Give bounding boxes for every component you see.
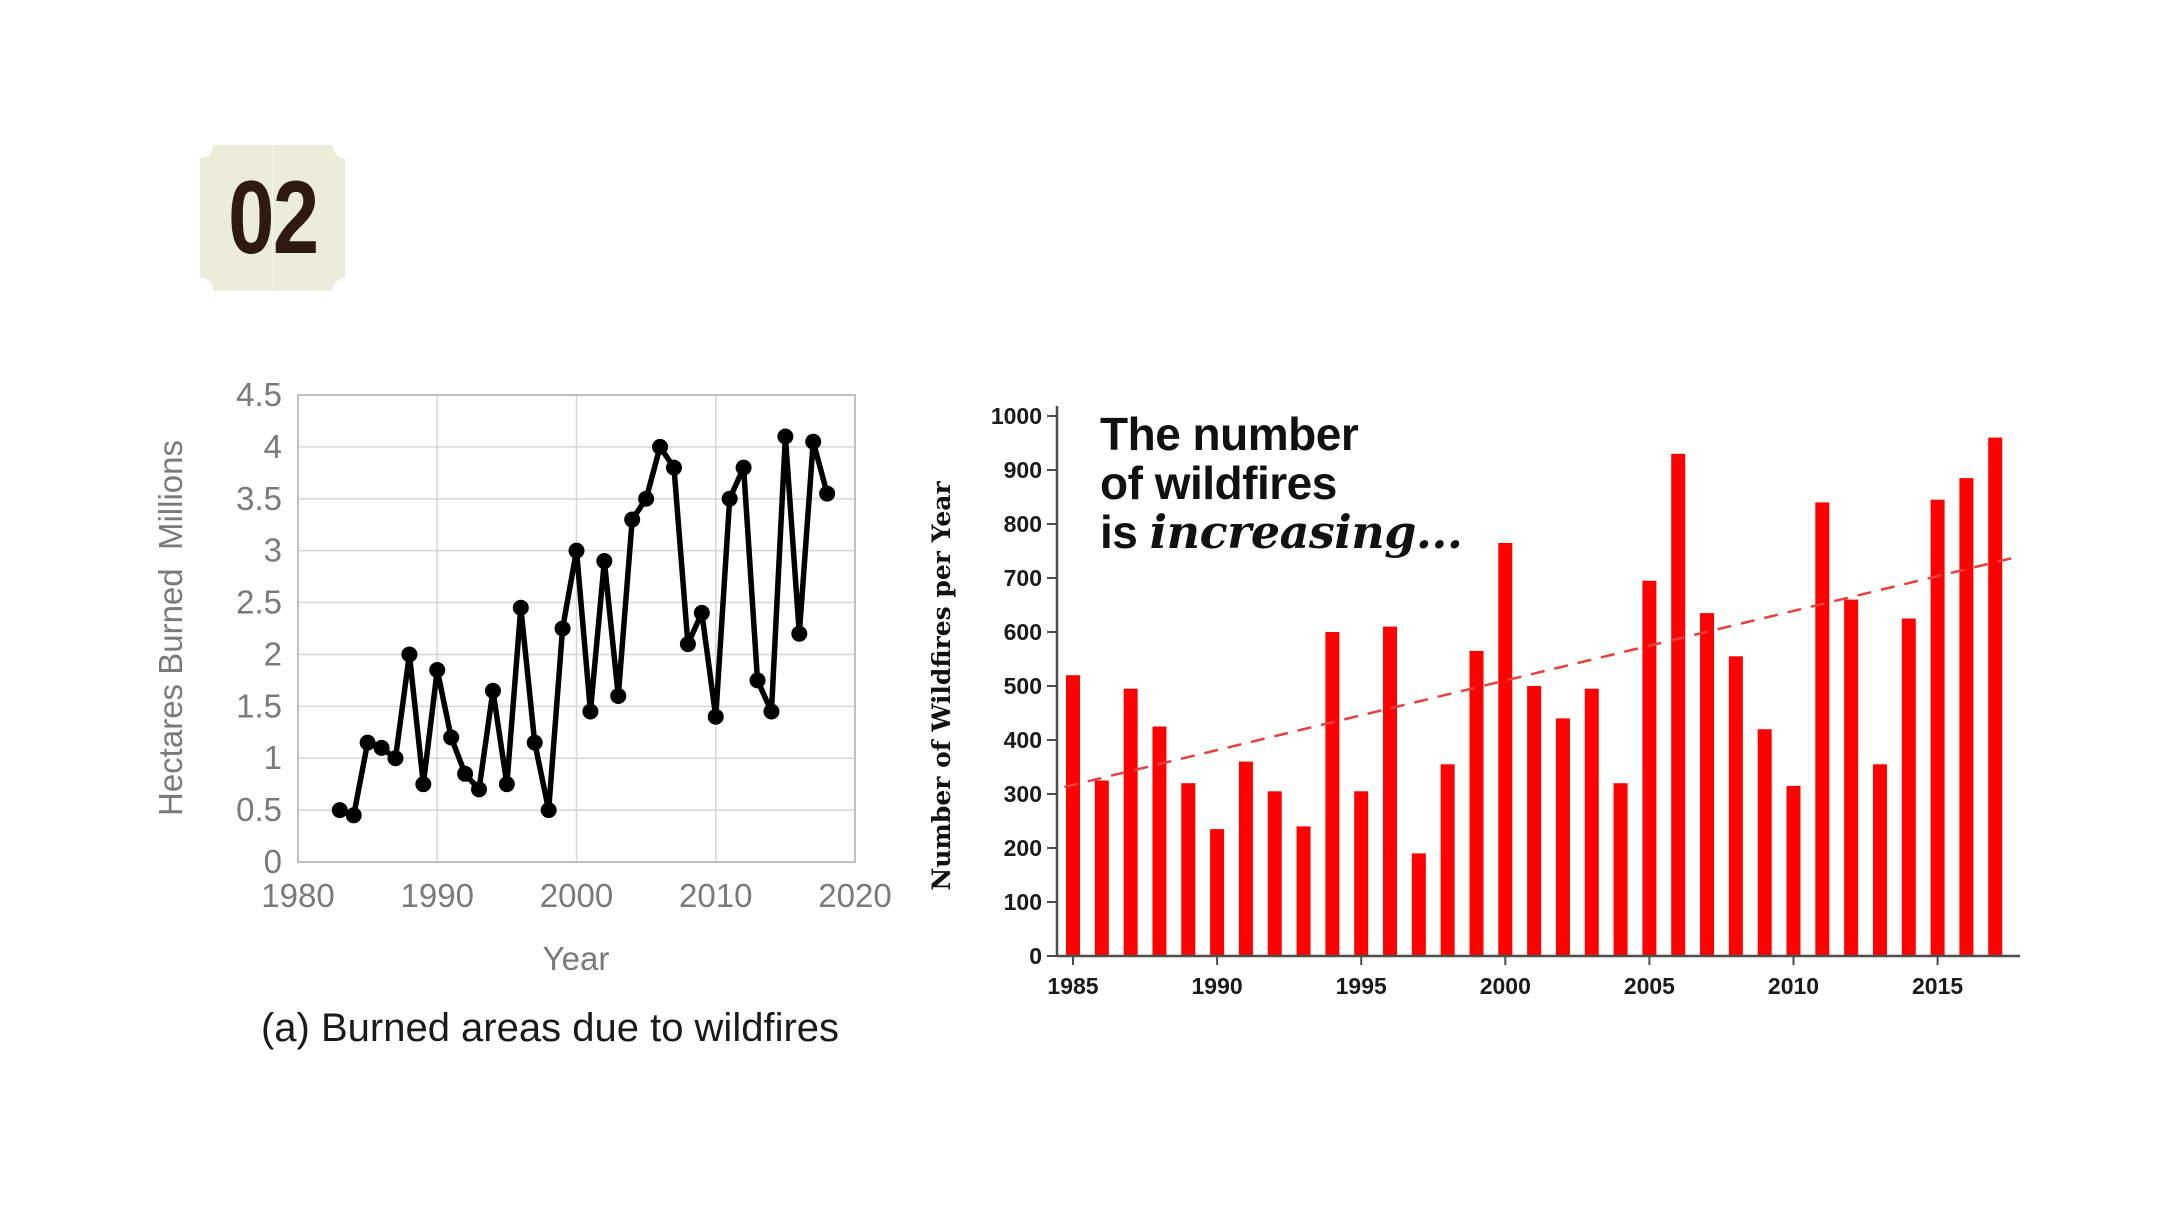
svg-text:600: 600 [1004, 619, 1042, 645]
section-number: 02 [227, 160, 319, 276]
wildfire-bar-plot: 0 100 200 300 400 500 600 700 800 900 1000 1985 1990… [991, 403, 2020, 999]
headline-increasing-italic: increasing... [1149, 505, 1463, 559]
left-chart-caption: (a) Burned areas due to wildfires [260, 1006, 840, 1050]
svg-text:700: 700 [1004, 565, 1042, 591]
svg-text:200: 200 [1004, 835, 1042, 861]
svg-text:0.5: 0.5 [236, 791, 282, 828]
wildfire-y-axis-title: Number of Wildfires per Year [930, 481, 956, 891]
burned-area-chart-svg: 0 0.5 1 1.5 2 2.5 3 3.5 4 4.5 1980 1990 2000 2010 2020… [152, 376, 892, 977]
svg-text:2000: 2000 [540, 877, 613, 914]
svg-text:2015: 2015 [1912, 973, 1963, 999]
svg-text:800: 800 [1004, 511, 1042, 537]
svg-text:4: 4 [264, 428, 282, 465]
burned-area-y-axis-title: Hectares Burned Millions [152, 440, 189, 816]
svg-text:1990: 1990 [1192, 973, 1243, 999]
svg-text:1.5: 1.5 [236, 687, 282, 724]
svg-text:1000: 1000 [991, 403, 1042, 429]
svg-text:1990: 1990 [401, 877, 474, 914]
headline-line-3: is increasing... [1100, 505, 1463, 559]
svg-text:0: 0 [1029, 943, 1042, 969]
svg-text:100: 100 [1004, 889, 1042, 915]
svg-text:2005: 2005 [1624, 973, 1675, 999]
svg-text:3: 3 [264, 532, 282, 569]
headline-line-2: of wildfires [1100, 457, 1337, 509]
svg-text:3.5: 3.5 [236, 480, 282, 517]
svg-text:2010: 2010 [1768, 973, 1819, 999]
svg-text:2: 2 [264, 635, 282, 672]
svg-text:300: 300 [1004, 781, 1042, 807]
headline-line-1: The number [1100, 408, 1359, 460]
svg-text:2000: 2000 [1480, 973, 1531, 999]
svg-text:1995: 1995 [1336, 973, 1387, 999]
svg-text:4.5: 4.5 [236, 376, 282, 413]
burned-area-x-axis-title: Year [543, 940, 610, 977]
svg-text:2020: 2020 [818, 877, 891, 914]
svg-text:1985: 1985 [1047, 973, 1098, 999]
svg-text:900: 900 [1004, 457, 1042, 483]
section-number-badge: 02 [200, 145, 345, 291]
svg-text:400: 400 [1004, 727, 1042, 753]
svg-text:2.5: 2.5 [236, 584, 282, 621]
svg-text:0: 0 [264, 843, 282, 880]
burned-area-plot: 0 0.5 1 1.5 2 2.5 3 3.5 4 4.5 1980 1990 2000 2010 2020 [236, 376, 892, 914]
wildfire-bar-chart-svg: 0 100 200 300 400 500 600 700 800 900 1000 1985 1990… [930, 403, 2020, 999]
svg-text:500: 500 [1004, 673, 1042, 699]
svg-text:1: 1 [264, 739, 282, 776]
svg-text:2010: 2010 [679, 877, 752, 914]
svg-text:1980: 1980 [261, 877, 334, 914]
headline: The number of wildfires is increasing... [1100, 408, 1463, 559]
